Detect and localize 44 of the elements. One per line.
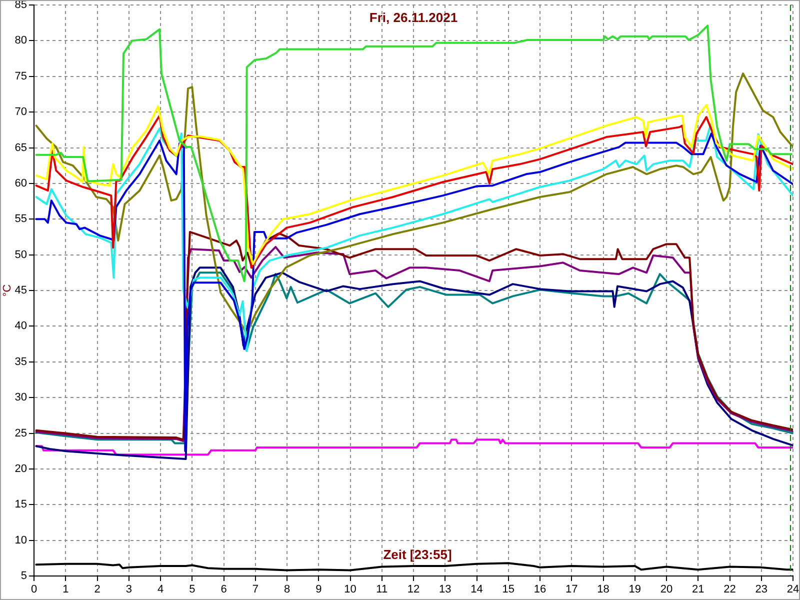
y-tick-label: 50: [14, 248, 27, 261]
x-tick-label: 11: [376, 584, 388, 596]
y-tick-label: 70: [14, 106, 27, 118]
x-tick-label: 22: [724, 584, 736, 596]
x-tick-label: 16: [534, 584, 546, 596]
y-tick-label: 30: [14, 392, 27, 404]
y-tick-label: 10: [14, 534, 27, 546]
x-tick-label: 10: [344, 584, 356, 596]
x-tick-label: 24: [786, 584, 800, 596]
y-axis-title: °C: [2, 284, 14, 297]
x-tick-label: 12: [407, 584, 420, 596]
x-tick-label: 6: [220, 584, 227, 596]
x-tick-label: 20: [660, 584, 673, 596]
x-tick-label: 19: [628, 584, 641, 596]
y-tick-label: 40: [14, 320, 27, 332]
x-tick-label: 18: [597, 584, 610, 596]
y-tick-label: 75: [14, 70, 27, 82]
chart-title: Fri, 26.11.2021: [369, 10, 458, 26]
y-tick-label: 60: [14, 177, 27, 190]
y-tick-label: 80: [14, 34, 27, 47]
x-tick-label: 23: [755, 584, 768, 596]
y-tick-label: 45: [14, 284, 27, 297]
x-tick-label: 3: [126, 584, 132, 596]
x-tick-label: 2: [94, 584, 100, 596]
x-tick-label: 1: [62, 584, 69, 596]
x-tick-label: 13: [439, 584, 452, 596]
y-tick-label: 20: [14, 462, 27, 475]
y-tick-label: 35: [14, 356, 27, 368]
x-tick-label: 21: [692, 584, 704, 596]
x-tick-label: 5: [189, 584, 196, 596]
x-tick-label: 0: [30, 584, 38, 596]
x-tick-label: 17: [566, 584, 578, 596]
x-tick-label: 14: [470, 584, 483, 596]
x-tick-label: 4: [157, 584, 164, 596]
y-tick-label: 5: [20, 570, 27, 582]
x-tick-label: 7: [252, 584, 258, 596]
x-tick-label: 9: [316, 584, 322, 596]
y-tick-label: 15: [14, 498, 27, 511]
y-tick-label: 65: [14, 142, 27, 154]
x-tick-label: 15: [502, 584, 514, 596]
x-tick-label: 8: [284, 584, 290, 596]
x-axis-title: Zeit [23:55]: [383, 547, 452, 562]
y-tick-label: 25: [14, 427, 27, 440]
y-tick-label: 55: [14, 213, 27, 226]
